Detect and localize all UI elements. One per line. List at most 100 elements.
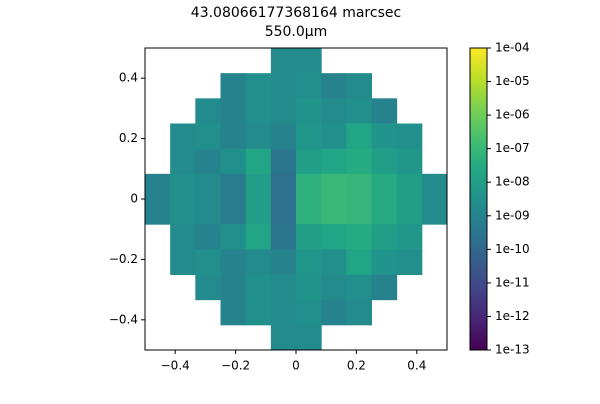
- heatmap-cell: [396, 173, 423, 200]
- heatmap-cell: [270, 274, 297, 301]
- heatmap-cell: [170, 249, 196, 275]
- heatmap-cell: [346, 98, 372, 124]
- heatmap-cell: [296, 123, 322, 150]
- heatmap-cell: [371, 173, 398, 200]
- x-tick-label: 0: [292, 359, 300, 373]
- heatmap-cell: [371, 249, 398, 275]
- colorbar-tick-label: 1e-08: [495, 175, 530, 189]
- heatmap-cell: [321, 249, 347, 275]
- heatmap-cell: [296, 324, 322, 351]
- heatmap-cell: [296, 73, 322, 99]
- heatmap-cell: [346, 73, 372, 99]
- heatmap-cell: [220, 123, 247, 150]
- heatmap-cell: [321, 199, 347, 225]
- heatmap-cell: [245, 299, 272, 326]
- heatmap-cell: [220, 224, 247, 250]
- heatmap-cell: [296, 48, 322, 74]
- heatmap-cell: [396, 123, 423, 150]
- heatmap-cell: [220, 249, 247, 275]
- colorbar-tick-label: 1e-05: [495, 74, 530, 88]
- heatmap-cell: [220, 299, 247, 326]
- heatmap-cell: [421, 173, 448, 200]
- heatmap-cell: [296, 299, 322, 326]
- heatmap-cell: [296, 274, 322, 301]
- heatmap-cell: [270, 48, 297, 74]
- heatmap-cell: [270, 224, 297, 250]
- heatmap-cell: [195, 224, 221, 250]
- heatmap-cell: [170, 123, 196, 150]
- heatmap-cell: [245, 148, 272, 175]
- heatmap-cell: [321, 148, 347, 175]
- heatmap-cell: [346, 148, 372, 175]
- heatmap-cell: [396, 148, 423, 175]
- y-tick-label: 0: [130, 192, 138, 206]
- heatmap-cell: [270, 148, 297, 175]
- heatmap-cell: [245, 274, 272, 301]
- heatmap-cell: [270, 199, 297, 225]
- heatmap-cell: [220, 199, 247, 225]
- heatmap-cell: [245, 173, 272, 200]
- heatmap-cell: [270, 249, 297, 275]
- heatmap-cell: [220, 173, 247, 200]
- heatmap-cell: [170, 148, 196, 175]
- heatmap-cell: [396, 224, 423, 250]
- heatmap-cell: [296, 173, 322, 200]
- heatmap-cell: [321, 73, 347, 99]
- heatmap-cell: [195, 199, 221, 225]
- chart-title: 43.08066177368164 marcsec: [191, 5, 401, 21]
- y-tick-label: 0.4: [119, 71, 138, 85]
- x-tick-label: −0.2: [221, 359, 250, 373]
- heatmap-cell: [346, 299, 372, 326]
- heatmap-cell: [245, 249, 272, 275]
- colorbar-tick-label: 1e-12: [495, 309, 530, 323]
- heatmap-cell: [346, 274, 372, 301]
- colorbar-tick-label: 1e-10: [495, 242, 530, 256]
- heatmap-cell: [371, 148, 398, 175]
- heatmap-cell: [421, 199, 448, 225]
- heatmap-cell: [321, 224, 347, 250]
- heatmap-cell: [270, 299, 297, 326]
- heatmap-cell: [321, 299, 347, 326]
- heatmap-cell: [371, 123, 398, 150]
- heatmap-cell: [170, 199, 196, 225]
- heatmap-cell: [346, 224, 372, 250]
- y-tick-label: 0.2: [119, 131, 138, 145]
- colorbar-tick-label: 1e-04: [495, 41, 530, 55]
- heatmap-cell: [195, 148, 221, 175]
- heatmap-cell: [195, 249, 221, 275]
- heatmap-cell: [270, 73, 297, 99]
- heatmap-cell: [371, 224, 398, 250]
- heatmap-cell: [321, 98, 347, 124]
- heatmap-cell: [396, 199, 423, 225]
- heatmap-cell: [220, 73, 247, 99]
- heatmap-cell: [220, 98, 247, 124]
- heatmap-cell: [270, 98, 297, 124]
- heatmap-cell: [321, 274, 347, 301]
- heatmap-cell: [270, 324, 297, 351]
- heatmap-cell: [270, 173, 297, 200]
- heatmap-cell: [245, 98, 272, 124]
- heatmap-cell: [170, 224, 196, 250]
- heatmap-cell: [245, 224, 272, 250]
- heatmap-cell: [321, 173, 347, 200]
- heatmap-cell: [396, 249, 423, 275]
- heatmap-cell: [371, 274, 398, 301]
- y-tick-label: −0.2: [109, 252, 138, 266]
- heatmap-cell: [346, 199, 372, 225]
- heatmap-cell: [371, 98, 398, 124]
- chart-subtitle: 550.0μm: [265, 24, 328, 40]
- x-tick-label: 0.2: [347, 359, 366, 373]
- heatmap-cell: [245, 199, 272, 225]
- colorbar-tick-label: 1e-07: [495, 141, 530, 155]
- colorbar-tick-label: 1e-06: [495, 108, 530, 122]
- heatmap-cell: [270, 123, 297, 150]
- heatmap-cell: [296, 98, 322, 124]
- heatmap-cell: [346, 123, 372, 150]
- colorbar-tick-label: 1e-09: [495, 208, 530, 222]
- heatmap-cell: [195, 123, 221, 150]
- heatmap-cell: [346, 249, 372, 275]
- heatmap-cell: [145, 199, 171, 225]
- heatmap-cell: [195, 274, 221, 301]
- heatmap-cell: [245, 123, 272, 150]
